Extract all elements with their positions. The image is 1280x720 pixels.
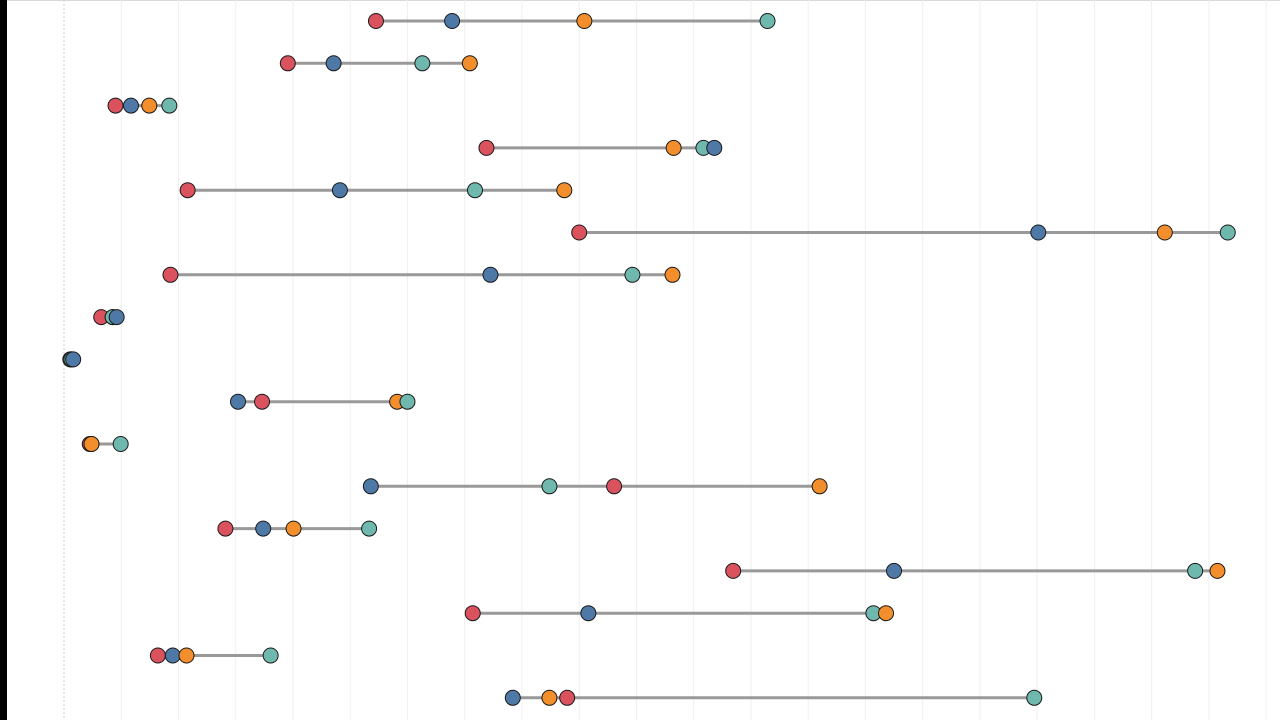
data-point (285, 520, 302, 537)
data-point (467, 182, 484, 199)
data-point (141, 97, 158, 114)
data-point (83, 436, 100, 452)
range-lines (70, 19, 1228, 700)
data-point (107, 97, 124, 114)
data-point (279, 55, 296, 72)
data-point (122, 97, 139, 114)
data-point (886, 562, 903, 579)
data-point (541, 478, 558, 495)
data-point (504, 689, 521, 706)
data-point (361, 520, 378, 537)
data-point (112, 436, 129, 452)
data-point (399, 393, 416, 410)
data-point (1219, 224, 1236, 241)
left-edge-bar (0, 0, 7, 720)
data-point (331, 182, 348, 199)
data-point (1026, 689, 1043, 706)
data-point (541, 689, 558, 706)
data-point (179, 182, 196, 199)
data-point (665, 139, 682, 156)
data-point (108, 309, 125, 326)
data-point (65, 351, 82, 368)
data-point (461, 55, 478, 72)
data-point (464, 605, 481, 622)
data-point (664, 266, 681, 283)
data-point (576, 13, 593, 29)
data-point (624, 266, 641, 283)
data-point (1030, 224, 1047, 241)
data-point (580, 605, 597, 622)
data-point (482, 266, 499, 283)
data-point (444, 13, 461, 29)
data-point (254, 393, 271, 410)
data-point (725, 562, 742, 579)
data-point (255, 520, 272, 537)
data-point (478, 139, 495, 156)
data-point (367, 13, 384, 29)
top-border (7, 0, 1280, 1)
data-point (759, 13, 776, 29)
data-point (706, 139, 723, 156)
data-point (325, 55, 342, 72)
data-point (606, 478, 623, 495)
data-point (362, 478, 379, 495)
data-point (164, 647, 181, 664)
data-point (149, 647, 166, 664)
data-point (556, 182, 573, 199)
data-point (230, 393, 247, 410)
data-points (62, 13, 1236, 706)
data-point (217, 520, 234, 537)
data-point (414, 55, 431, 72)
data-point (878, 605, 895, 622)
data-point (1187, 562, 1204, 579)
data-point (559, 689, 576, 706)
data-point (571, 224, 588, 241)
data-point (161, 97, 178, 114)
data-point (811, 478, 828, 495)
gridlines (63, 0, 1267, 720)
data-point (1156, 224, 1173, 241)
data-point (1209, 562, 1226, 579)
data-point (162, 266, 179, 283)
data-point (262, 647, 279, 664)
data-point (178, 647, 195, 664)
